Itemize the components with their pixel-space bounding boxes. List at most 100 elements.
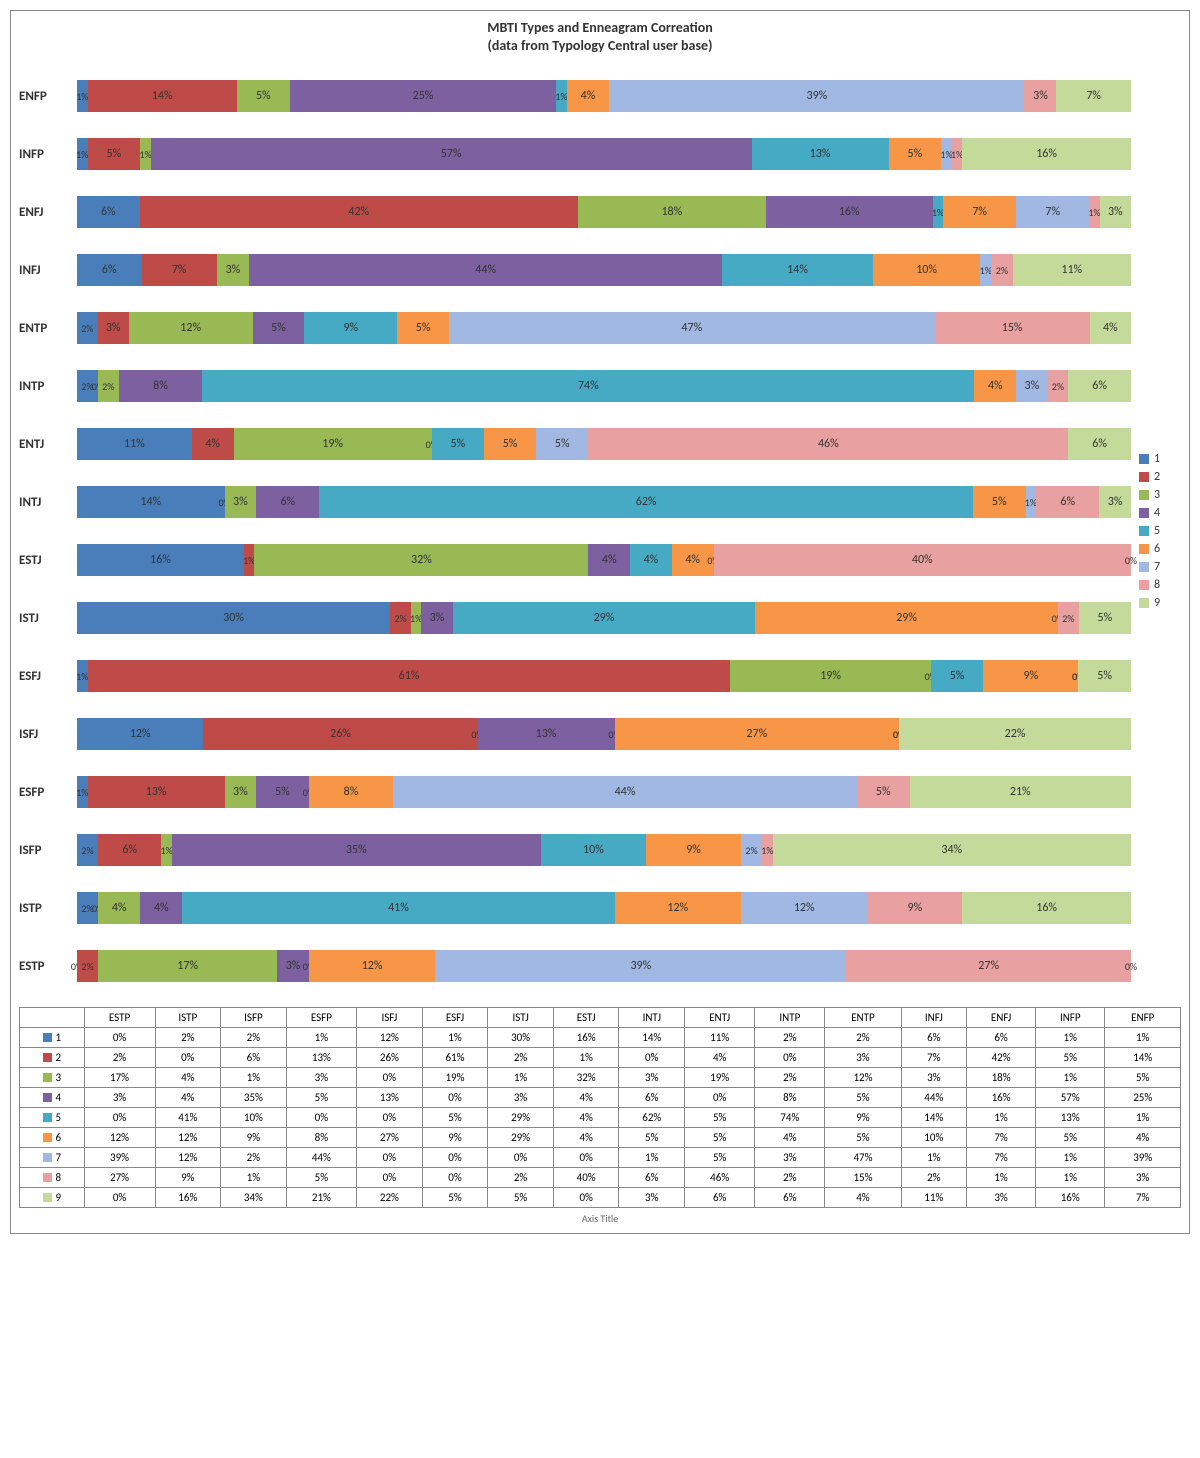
- segment-value-label: 2%: [394, 612, 406, 625]
- bar-segment: 25%: [290, 80, 556, 112]
- segment-value-label: 22%: [1005, 727, 1026, 741]
- bar-segment: 10%: [873, 254, 981, 286]
- table-cell: 2%: [221, 1028, 287, 1048]
- bar-segment: 4%: [192, 428, 234, 460]
- segment-value-label: 9%: [343, 321, 358, 335]
- table-cell: 6%: [901, 1028, 967, 1048]
- table-cell: 74%: [755, 1108, 825, 1128]
- bar-segment: 3%: [1099, 486, 1131, 518]
- bar-row: ISTP2%0%4%4%41%12%12%9%16%: [19, 879, 1131, 937]
- table-cell: 2%: [488, 1168, 554, 1188]
- table-cell: 2%: [755, 1068, 825, 1088]
- table-row-swatch: [43, 1093, 52, 1102]
- table-cell: 30%: [488, 1028, 554, 1048]
- table-row: 10%2%2%1%12%1%30%16%14%11%2%2%6%6%1%1%: [20, 1028, 1181, 1048]
- segment-value-label: 8%: [344, 785, 359, 799]
- bar-row: INFJ6%7%3%44%14%10%1%2%11%: [19, 241, 1131, 299]
- table-cell: 29%: [488, 1108, 554, 1128]
- bar-segment: 74%: [202, 370, 974, 402]
- table-cell: 13%: [286, 1048, 356, 1068]
- table-cell: 5%: [685, 1128, 755, 1148]
- bar-segment: 1%: [933, 196, 943, 228]
- segment-value-label: 27%: [978, 959, 999, 973]
- table-row: 90%16%34%21%22%5%5%0%3%6%6%4%11%3%16%7%: [20, 1188, 1181, 1208]
- segment-value-label: 12%: [794, 901, 815, 915]
- bar-segment: 5%: [889, 138, 942, 170]
- table-col-header: ESFP: [286, 1008, 356, 1028]
- bar-segment: 9%: [646, 834, 741, 866]
- segment-value-label: 4%: [1103, 321, 1118, 335]
- segment-value-label: 4%: [154, 901, 169, 915]
- table-cell: 9%: [155, 1168, 221, 1188]
- segment-value-label: 12%: [130, 727, 151, 741]
- segment-value-label: 1%: [555, 90, 567, 103]
- segment-value-label: 3%: [106, 321, 121, 335]
- legend-label: 9: [1154, 596, 1160, 610]
- table-row: 317%4%1%3%0%19%1%32%3%19%2%12%3%18%1%5%: [20, 1068, 1181, 1088]
- segment-value-label: 27%: [746, 727, 767, 741]
- segment-value-label: 16%: [1036, 901, 1057, 915]
- table-row-header: 6: [20, 1128, 85, 1148]
- table-cell: 8%: [286, 1128, 356, 1148]
- segment-value-label: 14%: [787, 263, 808, 277]
- table-cell: 61%: [422, 1048, 488, 1068]
- bar-row: INFP1%5%1%57%13%5%1%1%16%: [19, 125, 1131, 183]
- table-cell: 4%: [553, 1088, 619, 1108]
- segment-value-label: 32%: [411, 553, 432, 567]
- table-row: 612%12%9%8%27%9%29%4%5%5%4%5%10%7%5%4%: [20, 1128, 1181, 1148]
- table-cell: 13%: [1036, 1108, 1105, 1128]
- table-cell: 12%: [155, 1148, 221, 1168]
- table-cell: 7%: [901, 1048, 967, 1068]
- segment-value-label: 39%: [807, 89, 828, 103]
- bar-category-label: ISTJ: [19, 611, 77, 626]
- segment-value-label: 34%: [941, 843, 962, 857]
- table-row-swatch: [43, 1133, 52, 1142]
- bar-segment: 8%: [119, 370, 202, 402]
- bar-segment: 5%: [1079, 602, 1131, 634]
- legend-item: 3: [1139, 488, 1181, 502]
- bar-segment: 29%: [453, 602, 756, 634]
- table-cell: 0%: [286, 1108, 356, 1128]
- bar-segment: 11%: [1013, 254, 1131, 286]
- table-cell: 0%: [84, 1028, 155, 1048]
- bar-segment: 6%: [77, 254, 142, 286]
- segment-value-label: 44%: [615, 785, 636, 799]
- table-cell: 7%: [967, 1128, 1036, 1148]
- table-col-header: ENFP: [1105, 1008, 1181, 1028]
- segment-value-label: 3%: [1108, 205, 1123, 219]
- table-cell: 27%: [357, 1128, 423, 1148]
- bar-track: 2%6%1%35%10%9%2%1%34%: [77, 834, 1131, 866]
- bar-segment: 16%: [962, 138, 1131, 170]
- segment-value-label: 0%: [1125, 554, 1137, 567]
- bar-segment: 3%: [98, 312, 129, 344]
- table-cell: 2%: [755, 1168, 825, 1188]
- bar-segment: 21%: [910, 776, 1131, 808]
- table-cell: 0%: [357, 1068, 423, 1088]
- segment-value-label: 47%: [681, 321, 702, 335]
- segment-value-label: 1%: [951, 148, 963, 161]
- table-cell: 6%: [619, 1168, 685, 1188]
- segment-value-label: 6%: [122, 843, 137, 857]
- segment-value-label: 19%: [322, 437, 343, 451]
- segment-value-label: 3%: [1033, 89, 1048, 103]
- table-cell: 47%: [825, 1148, 901, 1168]
- table-row-label: 1: [56, 1031, 62, 1044]
- table-row: 739%12%2%44%0%0%0%0%1%5%3%47%1%7%1%39%: [20, 1148, 1181, 1168]
- bar-segment: 7%: [943, 196, 1016, 228]
- table-cell: 3%: [1105, 1168, 1181, 1188]
- segment-value-label: 61%: [399, 669, 420, 683]
- bar-segment: 40%: [714, 544, 1131, 576]
- legend-item: 9: [1139, 596, 1181, 610]
- table-cell: 2%: [755, 1028, 825, 1048]
- table-cell: 1%: [488, 1068, 554, 1088]
- bar-segment: 2%: [991, 254, 1013, 286]
- segment-value-label: 9%: [908, 901, 923, 915]
- bar-segment: 1%: [77, 776, 88, 808]
- table-cell: 6%: [619, 1088, 685, 1108]
- bar-segment: 13%: [478, 718, 615, 750]
- bar-category-label: ISFP: [19, 843, 77, 858]
- segment-value-label: 12%: [180, 321, 201, 335]
- legend-item: 5: [1139, 524, 1181, 538]
- segment-value-label: 2%: [1052, 380, 1064, 393]
- table-cell: 5%: [488, 1188, 554, 1208]
